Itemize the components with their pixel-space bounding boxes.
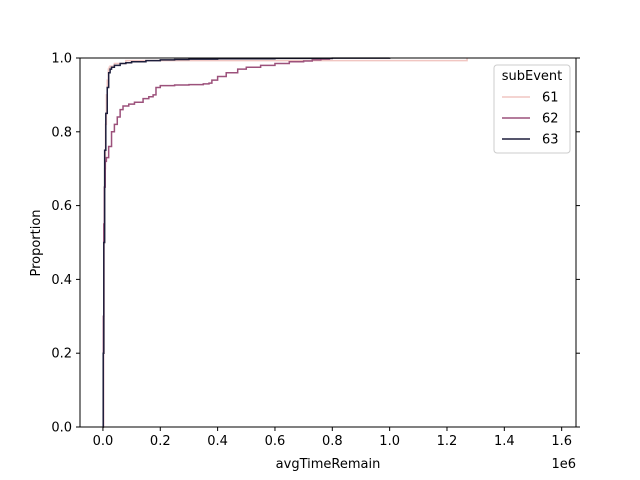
y-axis-label: Proportion	[29, 209, 44, 276]
x-tick-label: 0.8	[322, 434, 343, 449]
legend-label-62: 62	[542, 112, 559, 127]
y-tick-label: 0.8	[51, 125, 72, 140]
legend-frame	[493, 64, 571, 154]
legend-title: subEvent	[502, 69, 563, 84]
plot-area	[80, 58, 576, 427]
x-tick-label: 0.0	[93, 434, 114, 449]
plot-background	[80, 58, 576, 427]
y-tick-label: 1.0	[51, 52, 72, 67]
y-tick-label: 0.6	[51, 199, 72, 214]
x-tick-label: 0.6	[265, 434, 286, 449]
y-tick-label: 0.0	[51, 421, 72, 436]
ticks-layer: 0.0 0.2 0.4 0.6 0.8 1.0 1.2 1.4 1.6 0.0 0.2 0.4 0.6 0…	[51, 52, 580, 449]
y-tick-label: 0.2	[51, 347, 72, 362]
axes-layer	[79, 57, 577, 428]
legend-entries: 61 62 63	[502, 91, 559, 148]
series-line-63	[102, 57, 391, 428]
x-tick-label: 1.6	[551, 434, 572, 449]
x-tick-label: 0.4	[207, 434, 228, 449]
x-axis-label: avgTimeRemain	[276, 457, 381, 472]
series-layer	[102, 57, 468, 428]
x-tick-label: 1.4	[494, 434, 515, 449]
x-axis-offset-label: 1e6	[551, 457, 576, 472]
axes-frame	[79, 57, 577, 428]
x-tick-label: 1.2	[437, 434, 458, 449]
legend-label-61: 61	[542, 91, 559, 106]
y-tick-label: 0.4	[51, 273, 72, 288]
series-line-62	[102, 57, 334, 428]
x-tick-label: 1.0	[379, 434, 400, 449]
x-tick-label: 0.2	[150, 434, 171, 449]
legend-label-63: 63	[542, 133, 559, 148]
legend: subEvent 61 62 63	[493, 64, 571, 154]
